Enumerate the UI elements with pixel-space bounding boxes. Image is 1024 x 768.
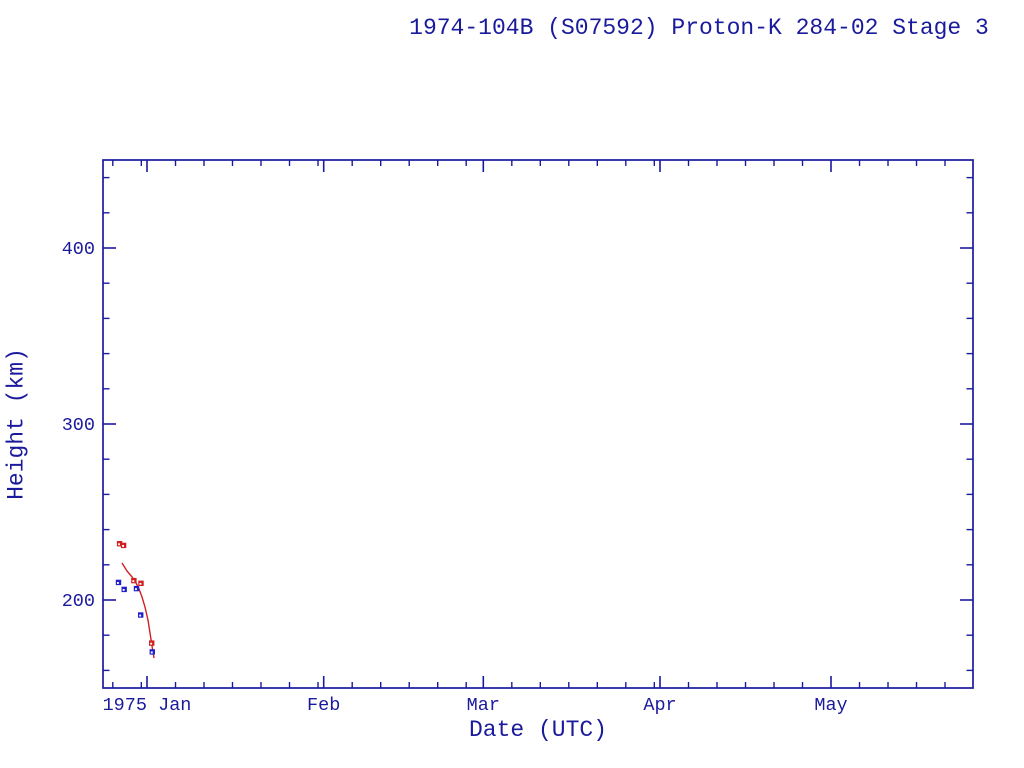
apogee-height-marker-notch bbox=[150, 642, 153, 645]
y-tick-label: 300 bbox=[62, 415, 95, 436]
x-tick-label: Feb bbox=[307, 695, 340, 716]
x-tick-label: May bbox=[814, 695, 847, 716]
x-tick-label: 1975 Jan bbox=[103, 695, 192, 716]
perigee-height-marker-notch bbox=[122, 589, 125, 591]
perigee-height-marker-notch bbox=[117, 582, 119, 584]
perigee-height-marker-notch bbox=[139, 614, 142, 617]
x-tick-label: Apr bbox=[643, 695, 676, 716]
perigee-height-marker-notch bbox=[135, 588, 137, 591]
plot-frame bbox=[102, 159, 974, 689]
x-tick-label: Mar bbox=[467, 695, 500, 716]
apogee-height-marker-notch bbox=[139, 582, 142, 585]
y-tick-label: 200 bbox=[62, 591, 95, 612]
y-tick-label: 400 bbox=[62, 239, 95, 260]
apogee-height-marker-notch bbox=[132, 580, 135, 583]
perigee-height-marker-notch bbox=[150, 651, 153, 654]
x-axis-title: Date (UTC) bbox=[468, 717, 608, 743]
apogee-height-marker-notch bbox=[118, 543, 120, 546]
decay-fit-curve bbox=[121, 562, 155, 659]
apogee-height-marker-notch bbox=[122, 545, 124, 547]
chart-title: 1974-104B (S07592) Proton-K 284-02 Stage… bbox=[409, 15, 989, 41]
